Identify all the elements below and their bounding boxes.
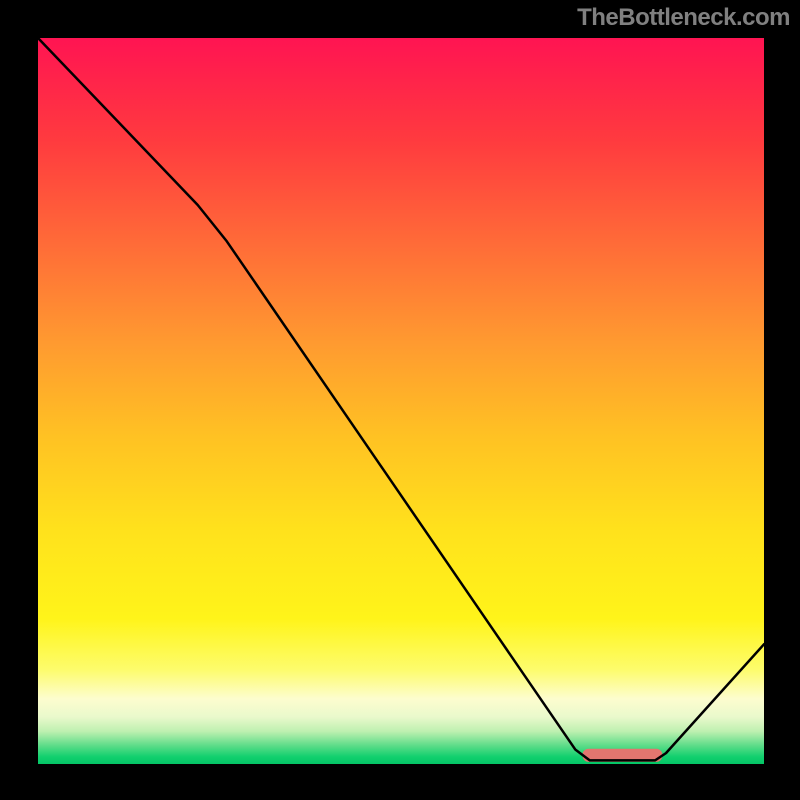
bottleneck-chart: TheBottleneck.com <box>0 0 800 800</box>
chart-svg <box>0 0 800 800</box>
watermark-text: TheBottleneck.com <box>577 4 790 32</box>
plot-background <box>38 38 764 764</box>
